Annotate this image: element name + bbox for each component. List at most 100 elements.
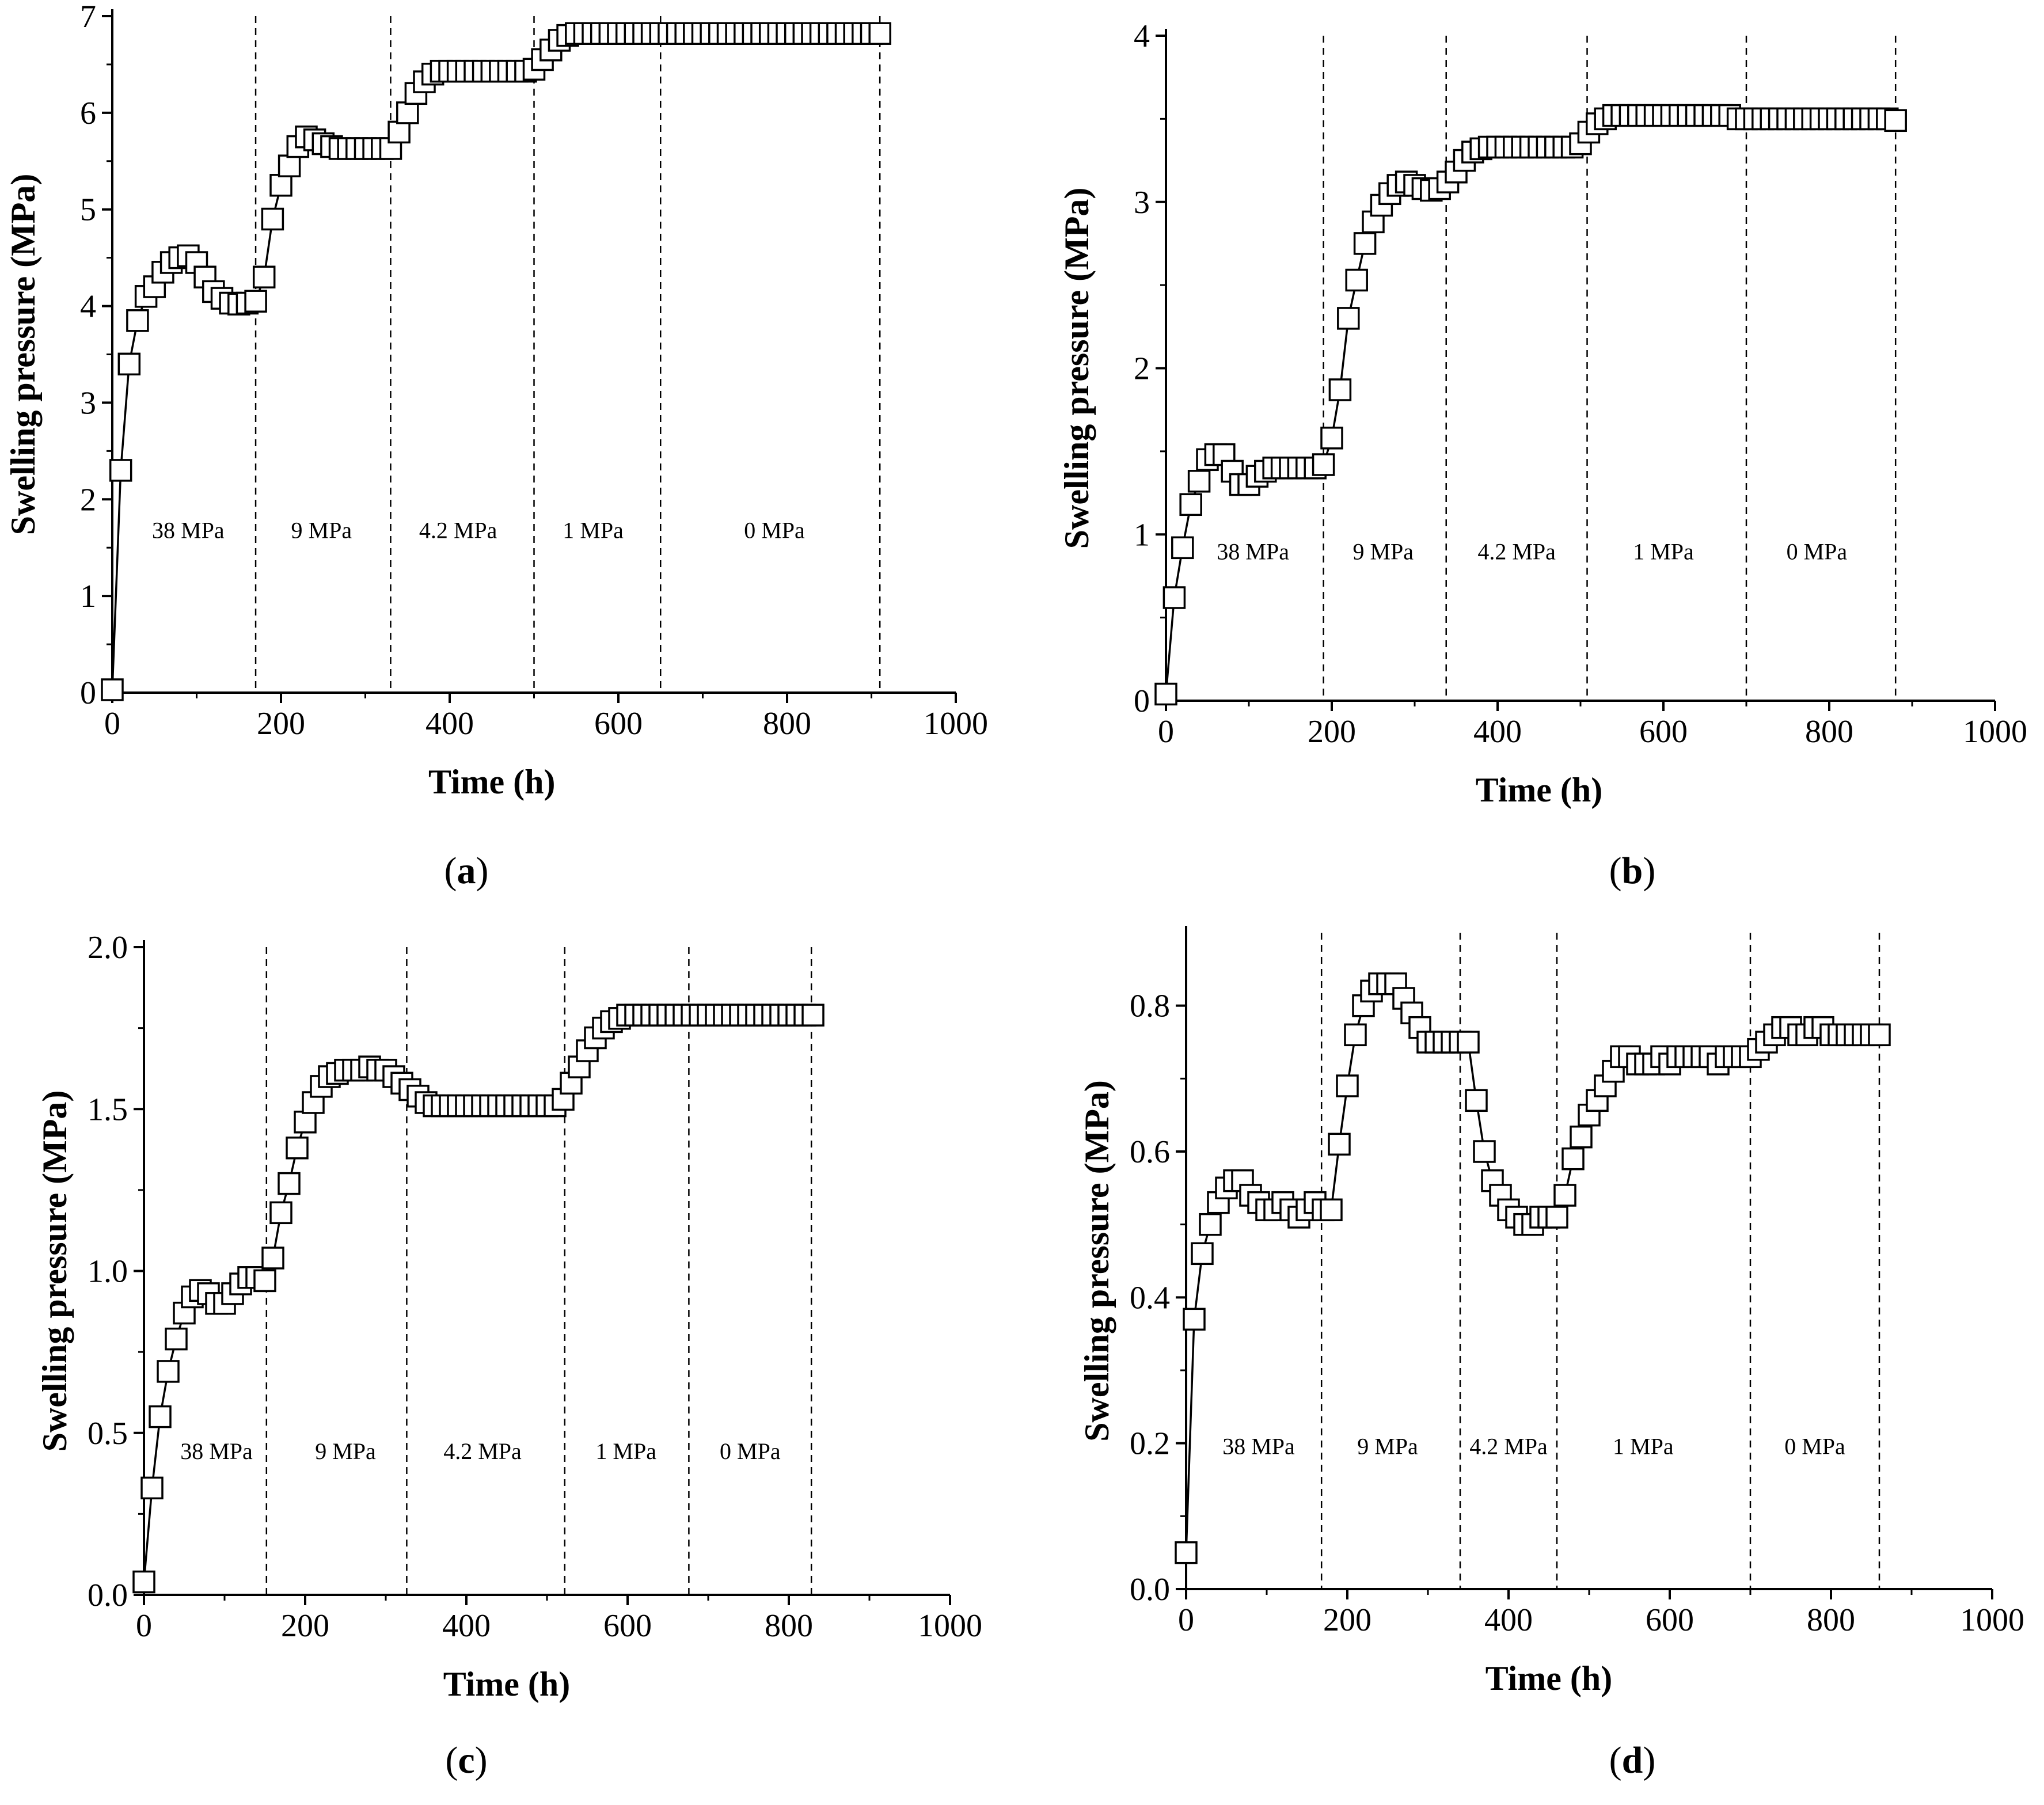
x-tick-label: 600 xyxy=(603,1608,652,1644)
y-tick-label: 1.0 xyxy=(88,1254,128,1290)
data-point xyxy=(1162,586,1186,609)
data-point xyxy=(387,120,411,144)
x-tick-label: 1000 xyxy=(1963,714,2027,750)
y-axis-label: Swelling pressure (MPa) xyxy=(1058,188,1096,549)
data-point xyxy=(132,1570,155,1594)
x-tick-label: 600 xyxy=(594,706,643,742)
data-point xyxy=(101,678,124,701)
x-tick-label: 400 xyxy=(1484,1602,1533,1638)
stage-label: 1 MPa xyxy=(595,1438,656,1464)
y-tick-label: 0.5 xyxy=(88,1416,128,1451)
y-tick-label: 0.6 xyxy=(1130,1134,1170,1170)
y-tick-label: 0.4 xyxy=(1130,1280,1170,1316)
plot-area xyxy=(144,947,950,1595)
data-point xyxy=(1328,1133,1351,1156)
stage-label: 1 MPa xyxy=(563,517,624,543)
x-tick-label: 800 xyxy=(763,706,811,742)
x-tick-label: 1000 xyxy=(924,706,988,742)
stage-label: 4.2 MPa xyxy=(1469,1434,1548,1460)
y-tick-label: 0.0 xyxy=(1130,1572,1170,1608)
stage-label: 4.2 MPa xyxy=(443,1438,522,1464)
stage-label: 0 MPa xyxy=(720,1438,781,1464)
y-tick-label: 3 xyxy=(1134,185,1150,221)
data-point xyxy=(261,207,284,231)
data-point xyxy=(1344,1023,1367,1047)
data-point xyxy=(157,1360,180,1383)
data-point xyxy=(1345,268,1368,292)
panel-a: 0 200 400 600 800 1000 0 1 2 3 4 5 6 7 Time (h) Swellin… xyxy=(0,0,1022,902)
panel-d: 0 200 400 600 800 1000 0.0 0.2 0.4 0.6 0.8 Time (h)… xyxy=(1036,910,2044,1805)
data-point xyxy=(1191,1242,1214,1266)
data-point xyxy=(1328,378,1352,401)
x-tick-label: 600 xyxy=(1646,1602,1694,1638)
data-point xyxy=(1353,232,1377,255)
stage-label: 9 MPa xyxy=(315,1438,376,1464)
data-point xyxy=(801,1004,825,1027)
y-tick-label: 2 xyxy=(80,482,96,518)
panel-c: 0 200 400 600 800 1000 0.0 0.5 1.0 1.5 2.0 Time (h)… xyxy=(0,910,1022,1805)
y-tick-label: 0 xyxy=(1134,683,1150,719)
data-point xyxy=(244,290,267,313)
data-point xyxy=(1187,470,1211,493)
stage-label: 38 MPa xyxy=(152,517,225,543)
caption-a: (a) xyxy=(444,850,489,892)
x-tick-label: 0 xyxy=(136,1608,152,1644)
data-point xyxy=(140,1476,164,1500)
data-point xyxy=(379,137,402,160)
x-tick-label: 200 xyxy=(1308,714,1356,750)
y-tick-label: 2 xyxy=(1134,351,1150,387)
data-point xyxy=(1336,1074,1359,1097)
data-point xyxy=(396,101,419,124)
y-tick-label: 0.2 xyxy=(1130,1426,1170,1462)
chart-d: 0 200 400 600 800 1000 0.0 0.2 0.4 0.6 0.8 Time (h)… xyxy=(1078,926,2024,1697)
x-axis-label: Time (h) xyxy=(1485,1659,1613,1697)
data-point xyxy=(278,154,301,177)
data-point xyxy=(1175,1541,1198,1564)
data-point xyxy=(1868,1023,1891,1047)
x-tick-label: 800 xyxy=(1807,1602,1855,1638)
data-point xyxy=(1337,307,1360,330)
x-tick-label: 200 xyxy=(1323,1602,1371,1638)
data-point xyxy=(269,174,292,197)
data-point xyxy=(1171,536,1194,560)
data-point xyxy=(1320,1198,1343,1222)
stage-label: 1 MPa xyxy=(1613,1434,1674,1460)
y-tick-label: 4 xyxy=(80,289,96,325)
stage-label: 0 MPa xyxy=(1784,1434,1845,1460)
data-point xyxy=(1320,427,1343,450)
stage-label: 38 MPa xyxy=(1217,539,1289,565)
data-point xyxy=(165,1327,188,1351)
x-axis-label: Time (h) xyxy=(1476,771,1603,809)
data-point xyxy=(117,352,141,376)
stage-label: 4.2 MPa xyxy=(419,517,497,543)
data-point xyxy=(253,1269,276,1293)
x-tick-label: 0 xyxy=(104,706,120,742)
x-tick-label: 200 xyxy=(281,1608,329,1644)
stage-label: 1 MPa xyxy=(1633,539,1694,565)
data-point xyxy=(109,459,132,482)
data-point xyxy=(1884,109,1907,132)
data-point xyxy=(1199,1213,1222,1236)
y-tick-label: 5 xyxy=(80,192,96,228)
y-tick-label: 1 xyxy=(1134,517,1150,553)
data-point xyxy=(1312,453,1335,476)
stage-label: 9 MPa xyxy=(1357,1434,1418,1460)
x-tick-label: 800 xyxy=(1805,714,1853,750)
y-tick-label: 1 xyxy=(80,579,96,614)
data-point xyxy=(1457,1031,1480,1054)
x-tick-label: 1000 xyxy=(918,1608,982,1644)
data-point xyxy=(286,1137,309,1160)
x-tick-label: 0 xyxy=(1158,714,1174,750)
chart-b: 0 200 400 600 800 1000 0 1 2 3 4 Time (h) Swelling p… xyxy=(1058,18,2027,809)
data-point xyxy=(1179,493,1202,516)
data-point xyxy=(868,22,891,45)
x-tick-label: 800 xyxy=(765,1608,813,1644)
x-tick-label: 400 xyxy=(1473,714,1522,750)
y-tick-label: 0.0 xyxy=(88,1578,128,1613)
y-axis-label: Swelling pressure (MPa) xyxy=(4,174,42,535)
stage-label: 9 MPa xyxy=(1352,539,1414,565)
data-point xyxy=(252,265,276,288)
y-tick-label: 3 xyxy=(80,385,96,421)
x-axis-label: Time (h) xyxy=(443,1665,571,1703)
y-tick-label: 2.0 xyxy=(88,930,128,966)
